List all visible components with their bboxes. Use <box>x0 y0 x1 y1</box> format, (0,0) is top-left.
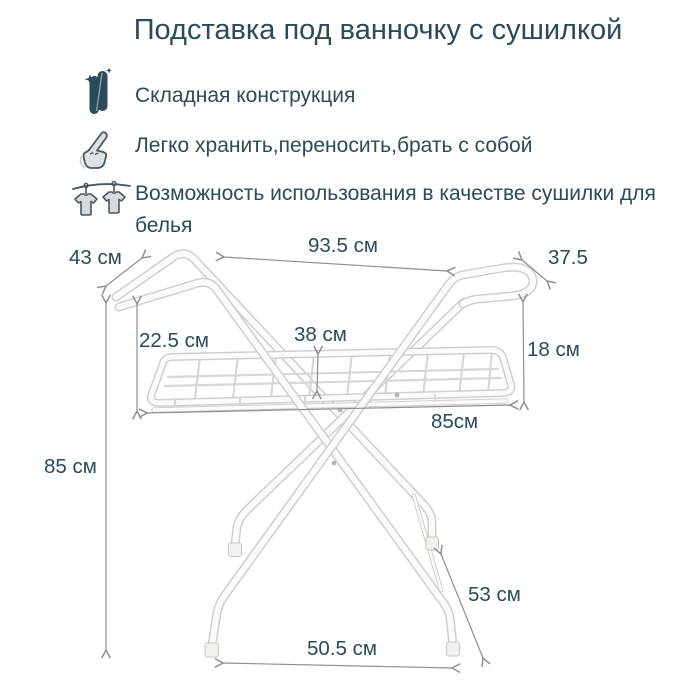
clothesline-icon <box>72 180 131 216</box>
folding-icon <box>84 67 112 114</box>
page-title: Подставка под ванночку с сушилкой <box>133 14 623 46</box>
dimension-label: 53 см <box>468 583 521 606</box>
dimension-label: 18 см <box>527 338 580 361</box>
dimension-base-spread: 50.5 см <box>214 637 461 674</box>
dimension-label: 50.5 см <box>307 637 377 660</box>
dimension-label: 38 см <box>294 323 347 346</box>
feature-text-dryer: Возможность использования в качестве суш… <box>135 182 656 237</box>
drying-rack <box>151 350 511 410</box>
dimension-label: 85 см <box>44 455 97 478</box>
dimension-handle-above-rack-height: 18 см <box>517 293 580 411</box>
feature-text-portable: Легко хранить,переносить,брать с собой <box>135 134 533 157</box>
dimension-total-height: 85 см <box>44 294 111 659</box>
dimension-label: 37.5 <box>548 246 588 269</box>
dimension-label: 85см <box>431 410 478 433</box>
dimension-top-length: 93.5 см <box>215 234 456 277</box>
dimension-annotations: 43 см 93.5 см 37.5 22.5 см 38 см 18 см 8… <box>44 234 588 674</box>
dimension-label: 93.5 см <box>308 234 378 257</box>
dimension-rack-depth: 38 см <box>294 323 347 400</box>
dimension-label: 43 см <box>69 246 122 269</box>
dimension-handle-to-rack-height: 22.5 см <box>132 295 209 420</box>
dimension-handle-turn: 37.5 <box>512 246 588 290</box>
dimension-leg-segment-length: 53 см <box>433 544 521 668</box>
hand-click-icon <box>79 131 108 169</box>
dimension-rack-length: 85см <box>138 399 519 433</box>
feature-text-folding: Складная конструкция <box>135 84 356 107</box>
dimension-label: 22.5 см <box>139 329 209 352</box>
dimension-handle-depth: 43 см <box>69 246 152 295</box>
